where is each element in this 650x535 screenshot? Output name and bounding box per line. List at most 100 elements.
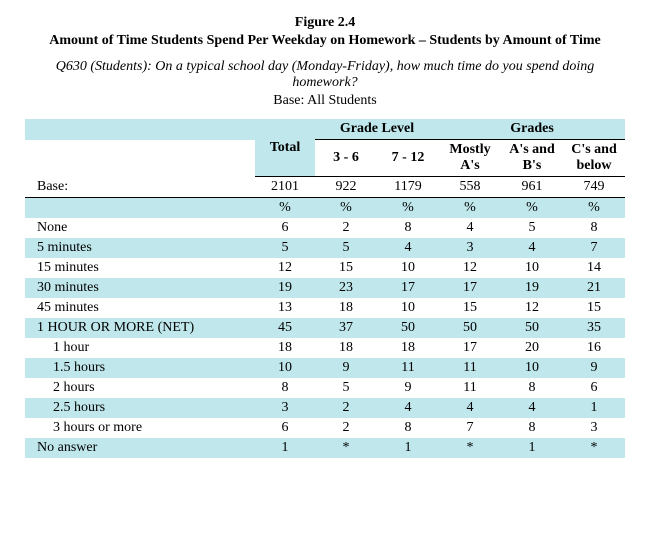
cell: 9 bbox=[315, 358, 377, 378]
cell: 19 bbox=[501, 278, 563, 298]
cell: 3 bbox=[563, 418, 625, 438]
row-label: 1 HOUR OR MORE (NET) bbox=[25, 318, 255, 338]
cell: 8 bbox=[255, 378, 315, 398]
pct: % bbox=[377, 198, 439, 219]
cell: 16 bbox=[563, 338, 625, 358]
cell: 8 bbox=[501, 378, 563, 398]
cell: 7 bbox=[563, 238, 625, 258]
cell: 37 bbox=[315, 318, 377, 338]
cell: 14 bbox=[563, 258, 625, 278]
cell: 5 bbox=[315, 238, 377, 258]
col-group-grade-level: Grade Level bbox=[315, 119, 439, 140]
pct: % bbox=[439, 198, 501, 219]
base-row: Base: 2101 922 1179 558 961 749 bbox=[25, 177, 625, 198]
cell: 961 bbox=[501, 177, 563, 198]
row-label: 1.5 hours bbox=[25, 358, 255, 378]
cell: 7 bbox=[439, 418, 501, 438]
cell: 12 bbox=[255, 258, 315, 278]
cell: 10 bbox=[377, 298, 439, 318]
cell: 10 bbox=[255, 358, 315, 378]
cell: 8 bbox=[501, 418, 563, 438]
cell: 9 bbox=[377, 378, 439, 398]
row-label: No answer bbox=[25, 438, 255, 458]
table-row: 2 hours 8591186 bbox=[25, 378, 625, 398]
col-total: Total bbox=[255, 119, 315, 177]
cell: 12 bbox=[501, 298, 563, 318]
cell: 10 bbox=[501, 358, 563, 378]
cell: 3 bbox=[439, 238, 501, 258]
cell: 1 bbox=[377, 438, 439, 458]
cell: 4 bbox=[439, 218, 501, 238]
cell: 11 bbox=[377, 358, 439, 378]
cell: 50 bbox=[439, 318, 501, 338]
cell: 21 bbox=[563, 278, 625, 298]
cell: 18 bbox=[315, 338, 377, 358]
cell: 3 bbox=[255, 398, 315, 418]
table-row: 3 hours or more 628783 bbox=[25, 418, 625, 438]
cell: 6 bbox=[563, 378, 625, 398]
row-label: 2.5 hours bbox=[25, 398, 255, 418]
cell: 4 bbox=[377, 398, 439, 418]
table-row: 15 minutes 121510121014 bbox=[25, 258, 625, 278]
cell: 4 bbox=[501, 398, 563, 418]
cell: 4 bbox=[501, 238, 563, 258]
cell: 749 bbox=[563, 177, 625, 198]
cell: 8 bbox=[563, 218, 625, 238]
cell: 23 bbox=[315, 278, 377, 298]
cell: 10 bbox=[501, 258, 563, 278]
base-label: Base: bbox=[25, 177, 255, 198]
cell: 9 bbox=[563, 358, 625, 378]
table-row: 45 minutes 131810151215 bbox=[25, 298, 625, 318]
table-row: 30 minutes 192317171921 bbox=[25, 278, 625, 298]
cell: 1 bbox=[255, 438, 315, 458]
cell: 2 bbox=[315, 218, 377, 238]
cell: 17 bbox=[439, 338, 501, 358]
cell: 19 bbox=[255, 278, 315, 298]
cell: 18 bbox=[255, 338, 315, 358]
cell: 8 bbox=[377, 218, 439, 238]
cell: 13 bbox=[255, 298, 315, 318]
cell: 4 bbox=[377, 238, 439, 258]
table-row: 1.5 hours 1091111109 bbox=[25, 358, 625, 378]
pct: % bbox=[255, 198, 315, 219]
cell: 558 bbox=[439, 177, 501, 198]
cell: * bbox=[315, 438, 377, 458]
col-7-12: 7 - 12 bbox=[377, 140, 439, 177]
cell: 5 bbox=[501, 218, 563, 238]
header-sub-row: 3 - 6 7 - 12 Mostly A's A's and B's C's … bbox=[25, 140, 625, 177]
cell: 8 bbox=[377, 418, 439, 438]
cell: 15 bbox=[439, 298, 501, 318]
table-row: 1 hour 181818172016 bbox=[25, 338, 625, 358]
cell: 2101 bbox=[255, 177, 315, 198]
table-row: No answer 1*1*1* bbox=[25, 438, 625, 458]
col-mostly-a: Mostly A's bbox=[439, 140, 501, 177]
row-label: 5 minutes bbox=[25, 238, 255, 258]
cell: 45 bbox=[255, 318, 315, 338]
cell: 1179 bbox=[377, 177, 439, 198]
cell: * bbox=[563, 438, 625, 458]
col-group-grades: Grades bbox=[439, 119, 625, 140]
header-group-row: Total Grade Level Grades bbox=[25, 119, 625, 140]
cell: 2 bbox=[315, 418, 377, 438]
cell: 17 bbox=[377, 278, 439, 298]
row-label: 15 minutes bbox=[25, 258, 255, 278]
cell: 1 bbox=[563, 398, 625, 418]
cell: 12 bbox=[439, 258, 501, 278]
cell: 35 bbox=[563, 318, 625, 338]
col-a-and-b: A's and B's bbox=[501, 140, 563, 177]
cell: 4 bbox=[439, 398, 501, 418]
cell: 20 bbox=[501, 338, 563, 358]
table-row: 1 HOUR OR MORE (NET) 453750505035 bbox=[25, 318, 625, 338]
row-label: None bbox=[25, 218, 255, 238]
pct: % bbox=[563, 198, 625, 219]
cell: 922 bbox=[315, 177, 377, 198]
cell: 15 bbox=[563, 298, 625, 318]
table-row: None 628458 bbox=[25, 218, 625, 238]
cell: 10 bbox=[377, 258, 439, 278]
cell: 50 bbox=[377, 318, 439, 338]
base-text: Base: All Students bbox=[25, 93, 625, 109]
figure-number: Figure 2.4 bbox=[25, 15, 625, 31]
cell: 50 bbox=[501, 318, 563, 338]
cell: 1 bbox=[501, 438, 563, 458]
question-text: Q630 (Students): On a typical school day… bbox=[25, 59, 625, 91]
